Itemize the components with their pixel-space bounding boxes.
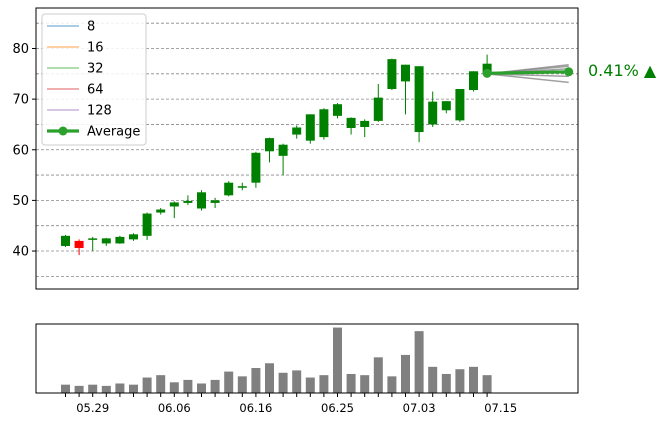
candle-body	[197, 192, 206, 209]
y-tick-label: 70	[12, 93, 29, 108]
volume-bar	[129, 384, 138, 393]
candle-body	[455, 89, 465, 121]
volume-bar	[441, 373, 451, 393]
legend-label: Average	[87, 125, 140, 140]
volume-bar	[333, 327, 342, 393]
volume-bar	[428, 366, 438, 393]
candle-body	[156, 209, 166, 213]
volume-bar	[237, 376, 247, 393]
volume-bar	[115, 383, 125, 393]
candle-body	[305, 114, 315, 141]
y-tick-label: 40	[12, 245, 29, 260]
price-candles	[61, 54, 492, 256]
candle-body	[441, 101, 451, 111]
forecast-lines	[482, 63, 574, 84]
volume-bar	[197, 383, 206, 393]
volume-bar	[156, 375, 166, 393]
x-tick-label: 06.06	[158, 401, 191, 415]
volume-bar	[319, 375, 329, 393]
candle-body	[183, 200, 193, 203]
candle-body	[346, 117, 356, 128]
volume-bar	[360, 375, 370, 393]
candle-body	[224, 182, 234, 196]
volume-x-axis: 05.29 06.06 06.16 06.25 07.03 07.15	[65, 393, 517, 415]
y-tick-label: 60	[12, 143, 29, 158]
average-forecast-line	[487, 70, 569, 75]
x-tick-label: 06.16	[239, 401, 272, 415]
candle-body	[251, 152, 261, 183]
candle-body	[414, 66, 424, 133]
volume-bar	[278, 372, 288, 393]
candle-body	[292, 127, 302, 135]
candle-body	[333, 104, 342, 116]
candle-body	[237, 186, 247, 188]
volume-bar	[401, 354, 410, 393]
volume-bar	[74, 385, 84, 393]
candle-body	[142, 213, 152, 236]
candle-body	[401, 64, 410, 82]
candle-body	[115, 236, 125, 244]
volume-bar	[292, 370, 302, 393]
candle-body	[88, 238, 98, 240]
candle-body	[210, 200, 220, 203]
candle-body	[482, 63, 492, 74]
legend-label: 16	[87, 41, 104, 56]
y-tick-label: 50	[12, 194, 29, 209]
volume-bar	[224, 371, 234, 393]
candle-body	[278, 144, 288, 156]
legend-label: 32	[87, 62, 104, 77]
volume-bar	[414, 331, 424, 393]
price-y-axis: 40 50 60 70 80	[12, 42, 36, 260]
volume-bar	[251, 368, 261, 393]
volume-bar	[305, 377, 315, 393]
candle-body	[169, 202, 179, 207]
volume-bar	[373, 357, 383, 393]
candle-body	[265, 138, 274, 152]
volume-bar	[101, 385, 111, 393]
volume-bar	[482, 375, 492, 393]
x-tick-label: 07.03	[403, 401, 436, 415]
volume-bar	[346, 373, 356, 393]
volume-bar	[210, 379, 220, 393]
volume-bar	[61, 384, 70, 393]
candle-body	[373, 97, 383, 121]
candle-body	[101, 238, 111, 244]
x-tick-label: 07.15	[484, 401, 517, 415]
x-tick-label: 06.25	[321, 401, 354, 415]
legend-label: 64	[87, 83, 104, 98]
candle-body	[387, 59, 397, 90]
volume-bar	[88, 384, 98, 393]
candle-body	[129, 234, 138, 240]
candle-body	[428, 101, 438, 125]
forecast-line	[487, 73, 569, 84]
volume-bar	[183, 379, 193, 393]
average-start-marker	[482, 68, 492, 78]
volume-bar	[455, 369, 465, 393]
y-tick-label: 80	[12, 42, 29, 57]
volume-bar	[265, 363, 274, 393]
candle-body	[319, 109, 329, 138]
candle-body	[61, 235, 70, 246]
x-tick-label: 05.29	[76, 401, 109, 415]
candle-body	[360, 120, 370, 127]
candle-body	[469, 71, 478, 91]
volume-bar	[142, 377, 152, 393]
legend-marker-average	[58, 126, 68, 136]
price-plot-frame	[35, 7, 579, 290]
legend-label: 8	[87, 20, 95, 35]
volume-bar	[169, 382, 179, 393]
volume-bars	[61, 327, 492, 393]
volume-bar	[387, 376, 397, 393]
legend: 8 16 32 64 128 Average	[41, 13, 147, 146]
volume-plot-frame	[35, 323, 579, 394]
volume-bar	[469, 366, 478, 393]
legend-label: 128	[87, 104, 112, 119]
forecast-change-label: 0.41% ▲	[588, 60, 657, 80]
candle-body	[74, 240, 84, 248]
average-end-marker	[564, 67, 574, 77]
